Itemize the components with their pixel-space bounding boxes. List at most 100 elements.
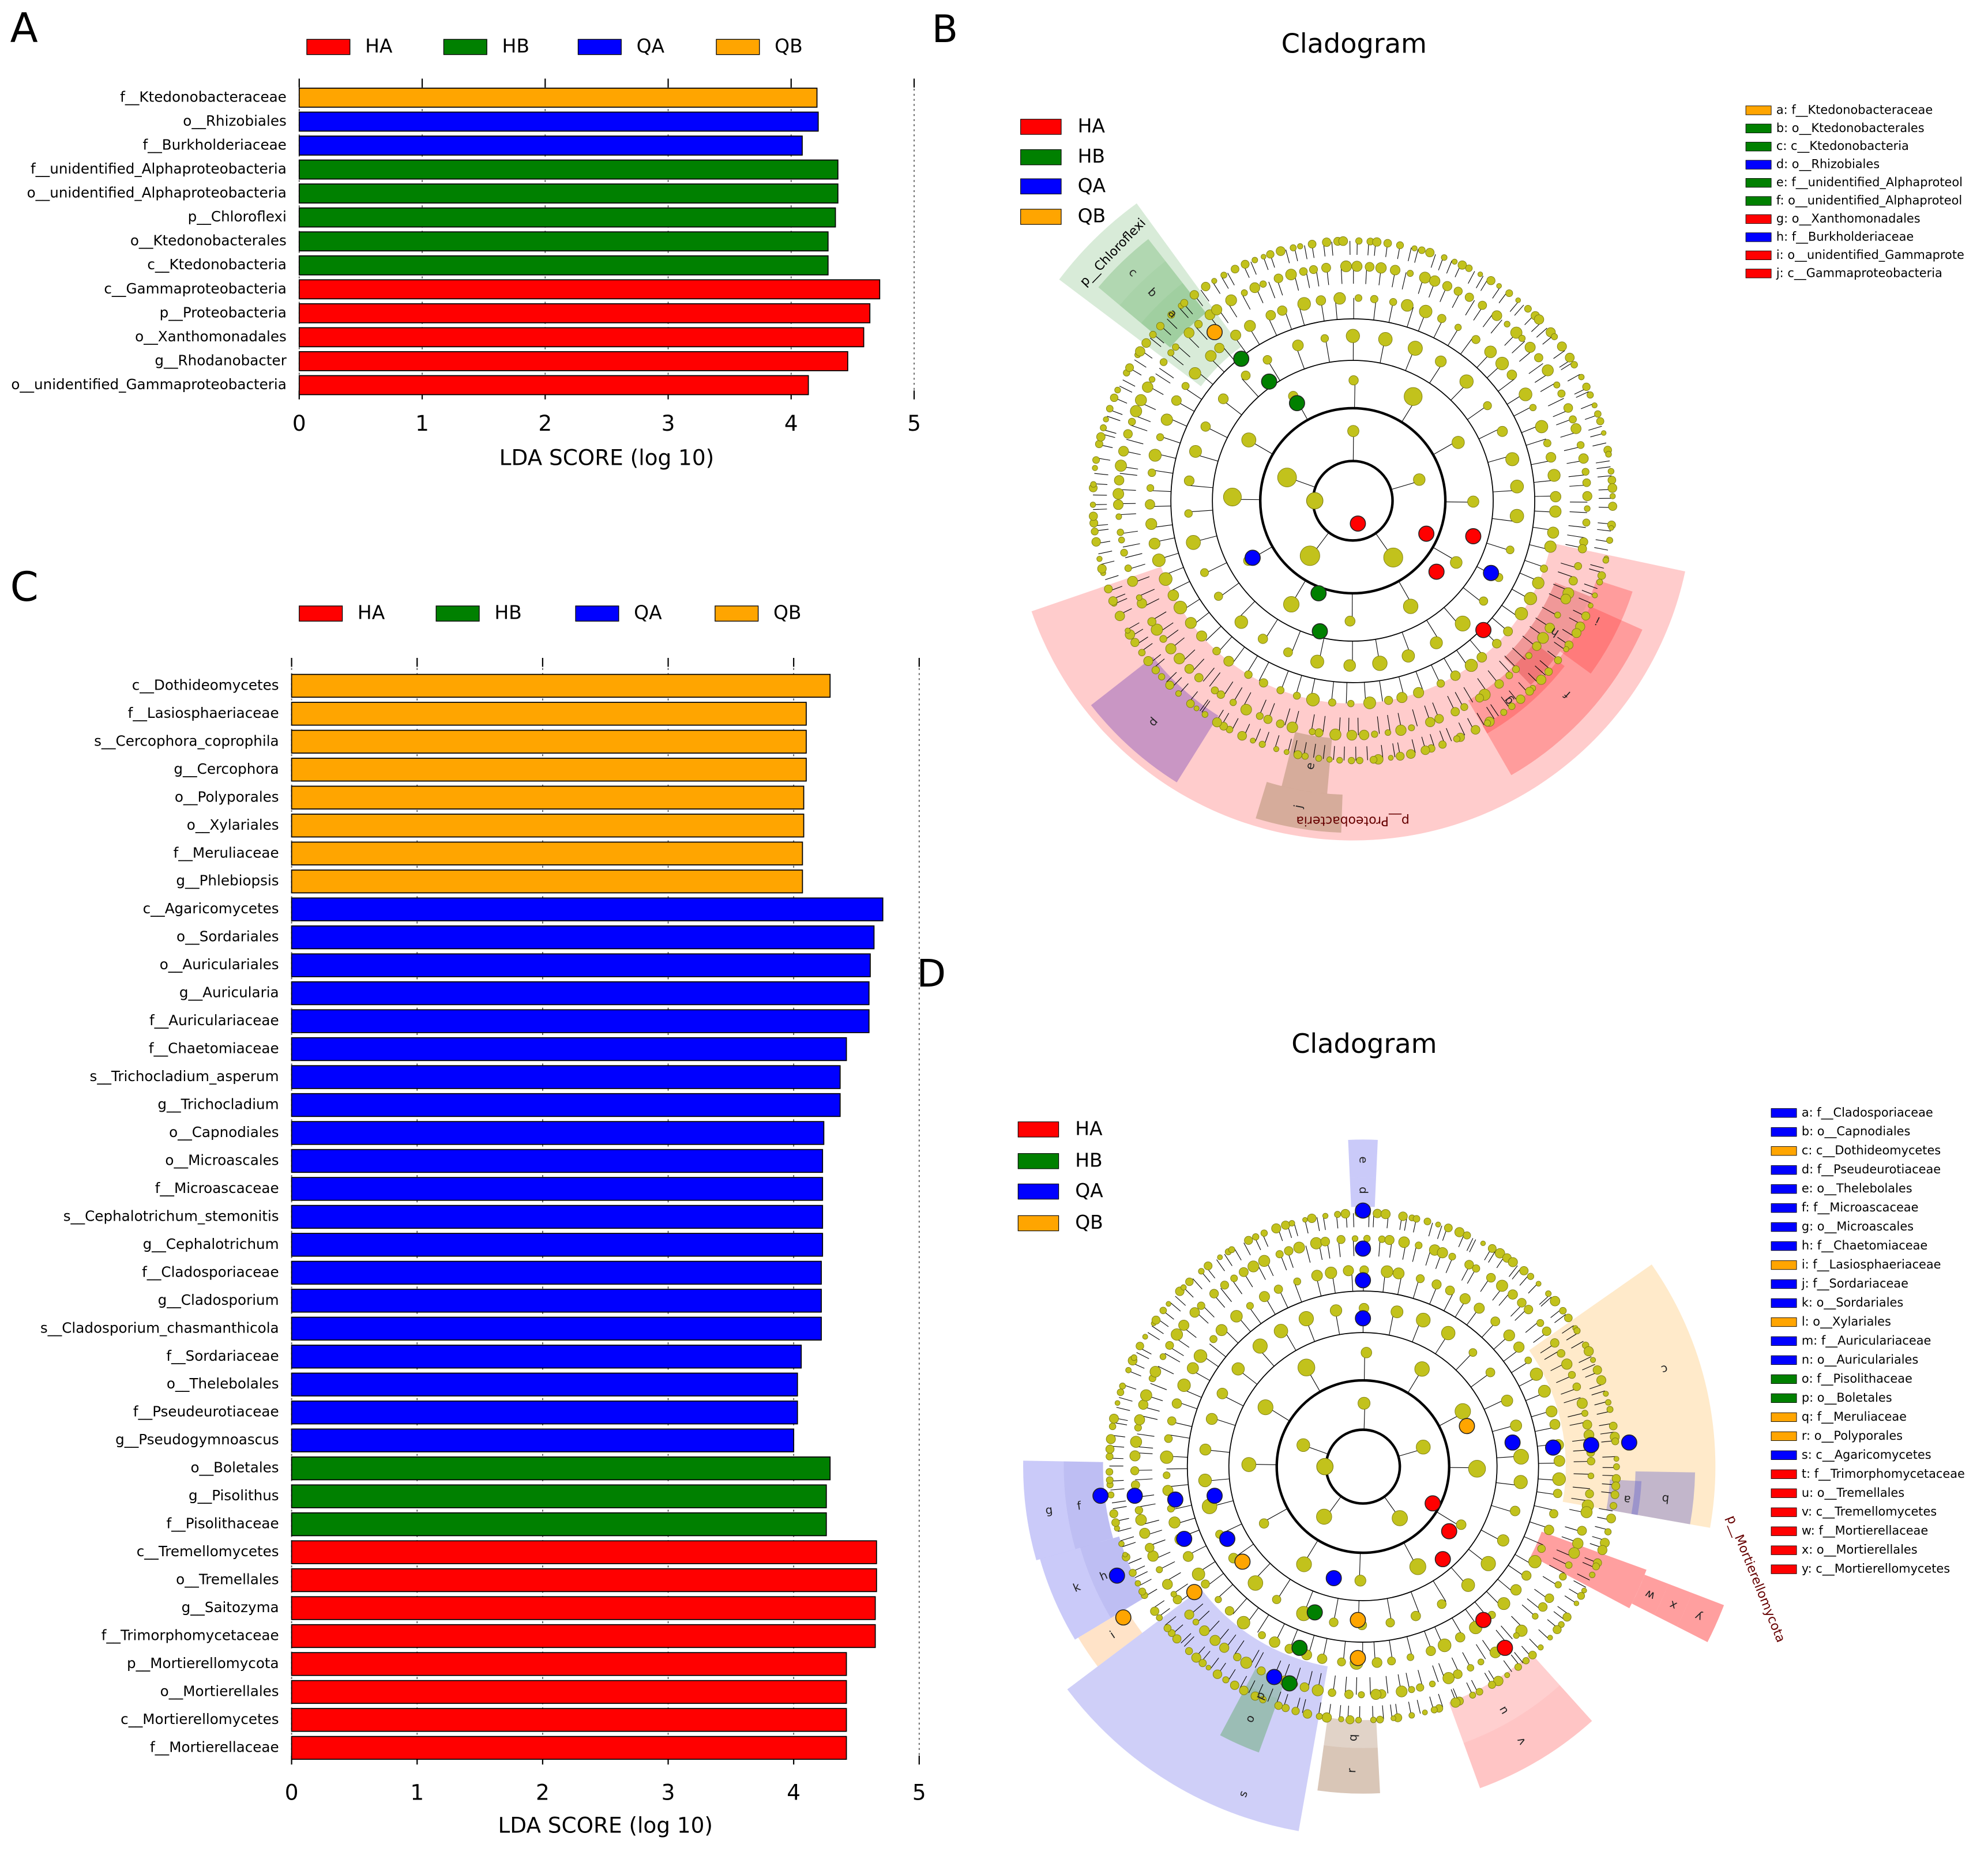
bar [291, 1596, 876, 1620]
tree-node [1588, 1473, 1595, 1480]
tree-node [1171, 1328, 1183, 1341]
branch [1381, 744, 1384, 759]
y-tick-label: c__Gammaproteobacteria [104, 280, 286, 297]
tree-node [1392, 1267, 1405, 1279]
tree-node [1344, 616, 1356, 627]
tree-node [1577, 441, 1585, 449]
tree-node [1562, 1612, 1572, 1622]
bar [298, 351, 848, 371]
branch [1171, 581, 1190, 591]
taxon-node [1425, 1495, 1441, 1512]
tree-node [1096, 432, 1106, 442]
tree-node [1159, 572, 1172, 586]
taxon-swatch [1745, 250, 1772, 260]
tree-node [1484, 345, 1497, 358]
tree-node [1565, 352, 1575, 363]
branch [1111, 1500, 1126, 1504]
taxon-label: a: f__Cladosporiaceae [1802, 1105, 1933, 1119]
tree-node [1538, 1384, 1551, 1398]
taxon-node [1497, 1639, 1513, 1656]
bar [298, 255, 829, 276]
tree-node [1117, 528, 1124, 536]
tree-node [1321, 1712, 1332, 1723]
tree-node [1136, 1342, 1144, 1350]
branch [1189, 485, 1213, 488]
tree-node [1326, 756, 1333, 763]
taxon-label: i: f__Lasiosphaeriaceae [1802, 1258, 1941, 1271]
tree-node [1484, 719, 1491, 727]
tree-node [1130, 638, 1140, 647]
x-axis-title: LDA SCORE (log 10) [499, 445, 715, 470]
taxon-label: m: f__Auriculariaceae [1802, 1334, 1931, 1347]
branch [1105, 575, 1119, 580]
tree-node [1563, 646, 1569, 653]
tree-node [1118, 536, 1125, 544]
tree-node [1316, 1712, 1323, 1720]
branch [1577, 1574, 1590, 1580]
tree-node [1191, 1653, 1201, 1663]
tree-node [1609, 493, 1616, 499]
tree-node [1524, 305, 1532, 313]
tree-node [1329, 728, 1341, 741]
legend-swatch [1020, 119, 1062, 135]
taxon-label: h: f__Burkholderiaceae [1776, 229, 1914, 243]
tree-node [1172, 1595, 1182, 1605]
tree-node [1582, 478, 1591, 487]
tree-node [1557, 341, 1567, 352]
bar [291, 1372, 798, 1396]
tree-node [1610, 1490, 1619, 1499]
taxon-node [1475, 622, 1492, 638]
taxon-label: d: o__Rhizobiales [1776, 157, 1880, 171]
y-tick-label: f__Chaetomiaceae [149, 1040, 279, 1057]
tree-node [1383, 239, 1392, 248]
tree-node [1181, 382, 1190, 390]
branch [1528, 363, 1543, 374]
tree-node [1315, 755, 1322, 762]
tree-node [1290, 244, 1297, 251]
tree-node [1570, 423, 1581, 434]
tree-node [1493, 1676, 1504, 1687]
tree-node [1283, 647, 1293, 657]
branch [1234, 1248, 1242, 1260]
tree-node [1240, 703, 1252, 716]
y-tick-label: f__Pisolithaceae [166, 1515, 279, 1532]
tree-node [1328, 1688, 1336, 1697]
tree-node [1168, 1629, 1176, 1637]
tree-node [1483, 401, 1492, 411]
tree-node [1273, 1285, 1283, 1294]
tree-node [1569, 415, 1577, 424]
clade-highlight [1482, 606, 1643, 776]
tree-node [1606, 1406, 1614, 1413]
taxon-node [1219, 1530, 1235, 1547]
taxon-node [1428, 563, 1445, 580]
tree-node [1554, 656, 1562, 664]
tree-node [1524, 341, 1536, 353]
x-tick-label: 4 [787, 1779, 801, 1805]
branch [1322, 1216, 1326, 1230]
tree-node [1152, 554, 1166, 567]
taxon-label: e: f__unidentified_Alphaproteol [1776, 175, 1963, 189]
tree-node [1183, 1551, 1194, 1562]
tree-node [1119, 1383, 1126, 1390]
tree-node [1590, 1357, 1596, 1363]
tree-node [1322, 1213, 1329, 1219]
cladogram-title: Cladogram [1282, 28, 1427, 59]
taxon-node [1233, 351, 1250, 367]
tree-node [1592, 1563, 1600, 1571]
tree-node [1513, 1475, 1528, 1489]
tree-node [1450, 556, 1463, 569]
tree-node [1442, 281, 1453, 291]
tree-node [1570, 361, 1578, 368]
clade-highlight [1348, 1139, 1378, 1178]
branch [1438, 1693, 1444, 1708]
tree-node [1429, 275, 1441, 287]
legend-swatch [716, 39, 760, 55]
branch [1168, 1434, 1190, 1439]
tree-node [1455, 1403, 1471, 1420]
tree-node [1159, 1307, 1167, 1315]
branch [1250, 261, 1257, 275]
tree-node [1453, 735, 1461, 743]
tree-node [1225, 294, 1237, 306]
tree-node [1468, 1348, 1478, 1357]
taxon-node [1306, 1604, 1323, 1621]
